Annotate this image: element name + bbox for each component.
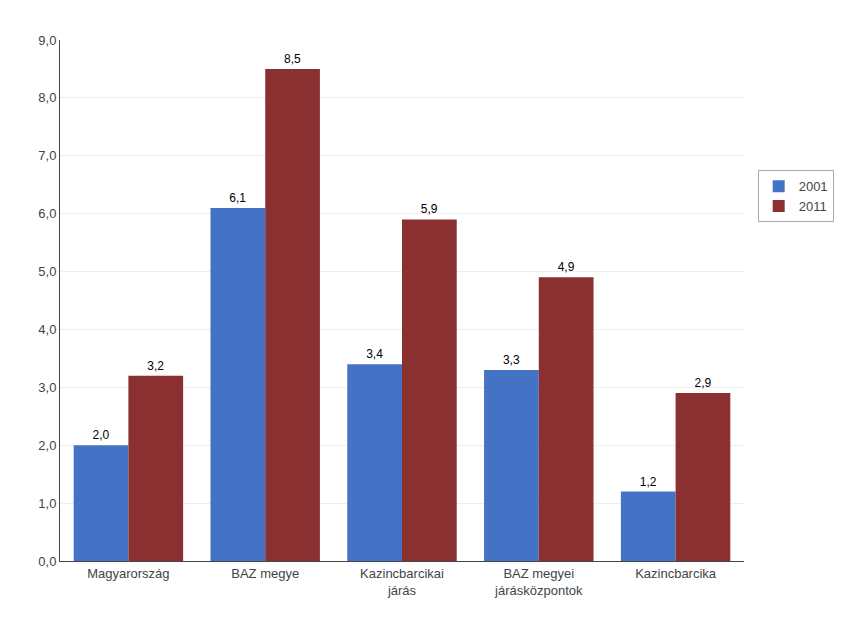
- svg-text:3,2: 3,2: [147, 359, 164, 373]
- svg-text:Kazincbarcikaijárás: Kazincbarcikaijárás: [360, 566, 444, 598]
- svg-text:3,4: 3,4: [366, 347, 383, 361]
- svg-text:2,0: 2,0: [38, 438, 56, 453]
- svg-text:Magyarország: Magyarország: [87, 566, 169, 581]
- svg-text:BAZ megyeijárásközpontok: BAZ megyeijárásközpontok: [494, 566, 583, 598]
- svg-text:9,0: 9,0: [38, 33, 56, 48]
- svg-text:3,3: 3,3: [503, 353, 520, 367]
- svg-text:8,5: 8,5: [284, 52, 301, 66]
- svg-text:1,0: 1,0: [38, 496, 56, 511]
- svg-text:3,0: 3,0: [38, 380, 56, 395]
- svg-text:Kazincbarcika: Kazincbarcika: [635, 566, 717, 581]
- svg-text:2,0: 2,0: [93, 428, 110, 442]
- svg-text:6,0: 6,0: [38, 206, 56, 221]
- svg-text:5,0: 5,0: [38, 264, 56, 279]
- svg-text:1,2: 1,2: [640, 475, 657, 489]
- svg-text:8,0: 8,0: [38, 90, 56, 105]
- svg-text:2001: 2001: [799, 179, 828, 194]
- svg-text:BAZ megye: BAZ megye: [231, 566, 299, 581]
- svg-text:6,1: 6,1: [229, 191, 246, 205]
- svg-text:4,0: 4,0: [38, 322, 56, 337]
- svg-text:2,9: 2,9: [694, 376, 711, 390]
- svg-text:4,9: 4,9: [558, 260, 575, 274]
- svg-text:0,0: 0,0: [38, 554, 56, 569]
- svg-text:7,0: 7,0: [38, 148, 56, 163]
- svg-text:2011: 2011: [799, 199, 827, 214]
- svg-text:5,9: 5,9: [421, 202, 438, 216]
